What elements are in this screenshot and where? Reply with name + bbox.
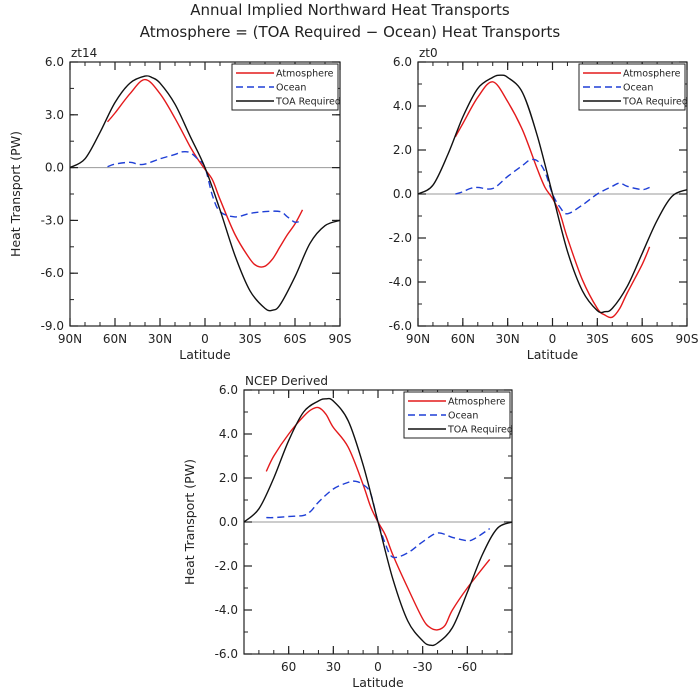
legend-label: Atmosphere — [448, 397, 506, 408]
series-line-atmosphere — [454, 81, 651, 319]
legend-label: Ocean — [448, 411, 478, 422]
y-tick-label: -4.0 — [215, 603, 238, 617]
x-tick-label: 90N — [406, 332, 430, 346]
series-line-ocean — [107, 150, 303, 223]
legend: Atmosphere Ocean TOA Required — [403, 391, 513, 439]
y-tick-label: 4.0 — [393, 99, 412, 113]
y-tick-label: 2.0 — [393, 143, 412, 157]
y-axis-label: Heat Transport (PW) — [8, 131, 23, 257]
series-line-atmosphere — [106, 78, 304, 268]
y-tick-label: 6.0 — [219, 383, 238, 397]
y-tick-label: 3.0 — [45, 108, 64, 122]
legend-label: TOA Required — [275, 97, 341, 108]
x-tick-label: 90S — [676, 332, 699, 346]
legend-label: Ocean — [276, 83, 306, 94]
panel-1: 90N 60N 30N 0 30S 60S 90S 6.0 4.0 2.0 0.0 -2.0 -4.0 -… — [389, 46, 699, 362]
series-group — [244, 397, 512, 647]
y-tick-label: 2.0 — [219, 471, 238, 485]
panel-0: 90N 60N 30N 0 30S 60S 90S 6.0 3.0 0.0 -3.0 -6.0 -9.0… — [8, 46, 351, 362]
panels: 90N 60N 30N 0 30S 60S 90S 6.0 3.0 0.0 -3.0 -6.0 -9.0… — [8, 46, 698, 690]
x-tick-label: -60 — [458, 660, 478, 674]
y-tick-label: -3.0 — [41, 213, 64, 227]
x-axis-label: Latitude — [179, 347, 231, 362]
x-tick-label: 90N — [58, 332, 82, 346]
legend-label: Atmosphere — [623, 69, 681, 80]
legend-label: Ocean — [623, 83, 653, 94]
y-tick-label: 0.0 — [219, 515, 238, 529]
legend-label: Atmosphere — [276, 69, 334, 80]
y-tick-label: -2.0 — [389, 231, 412, 245]
x-tick-label: 30S — [586, 332, 609, 346]
y-tick-label: -9.0 — [41, 319, 64, 333]
y-tick-label: -6.0 — [41, 266, 64, 280]
x-tick-label: 60N — [451, 332, 475, 346]
x-tick-label: 60N — [103, 332, 127, 346]
y-tick-label: -6.0 — [215, 647, 238, 661]
legend-label: TOA Required — [622, 97, 688, 108]
y-tick-label: 0.0 — [393, 187, 412, 201]
y-tick-label: 0.0 — [45, 161, 64, 175]
x-tick-label: 0 — [201, 332, 209, 346]
x-tick-label: 30N — [148, 332, 172, 346]
y-tick-label: 4.0 — [219, 427, 238, 441]
x-tick-label: 0 — [549, 332, 557, 346]
y-axis-label: Heat Transport (PW) — [182, 459, 197, 585]
x-tick-label: 30S — [239, 332, 262, 346]
legend: Atmosphere Ocean TOA Required — [231, 63, 341, 111]
x-tick-label: 30 — [326, 660, 341, 674]
figure-title-line2: Atmosphere = (TOA Required − Ocean) Heat… — [140, 23, 561, 41]
x-tick-label: 30N — [496, 332, 520, 346]
y-tick-label: -4.0 — [389, 275, 412, 289]
y-tick-label: 6.0 — [45, 55, 64, 69]
x-tick-label: 90S — [329, 332, 352, 346]
y-tick-label: 6.0 — [393, 55, 412, 69]
y-tick-label: -6.0 — [389, 319, 412, 333]
panel-label: zt0 — [419, 46, 438, 60]
x-tick-label: 60S — [631, 332, 654, 346]
legend-label: TOA Required — [447, 425, 513, 436]
series-line-toa — [244, 397, 512, 647]
figure-title-line1: Annual Implied Northward Heat Transports — [190, 1, 510, 19]
x-tick-label: -30 — [413, 660, 433, 674]
series-group — [418, 74, 687, 319]
series-line-ocean — [455, 158, 650, 215]
series-group — [70, 75, 340, 312]
panel-label: zt14 — [71, 46, 97, 60]
series-line-toa — [70, 75, 340, 312]
y-tick-label: -2.0 — [215, 559, 238, 573]
x-tick-label: 0 — [374, 660, 382, 674]
x-tick-label: 60S — [284, 332, 307, 346]
legend: Atmosphere Ocean TOA Required — [578, 63, 688, 111]
series-line-atmosphere — [265, 406, 491, 631]
panel-2: 60 30 0 -30 -60 6.0 4.0 2.0 0.0 -2.0 -4.0 -6.0 Latit… — [182, 374, 513, 690]
panel-label: NCEP Derived — [245, 374, 328, 388]
x-axis-label: Latitude — [352, 675, 404, 690]
x-tick-label: 60 — [281, 660, 296, 674]
x-axis-label: Latitude — [527, 347, 579, 362]
series-line-toa — [418, 74, 687, 314]
